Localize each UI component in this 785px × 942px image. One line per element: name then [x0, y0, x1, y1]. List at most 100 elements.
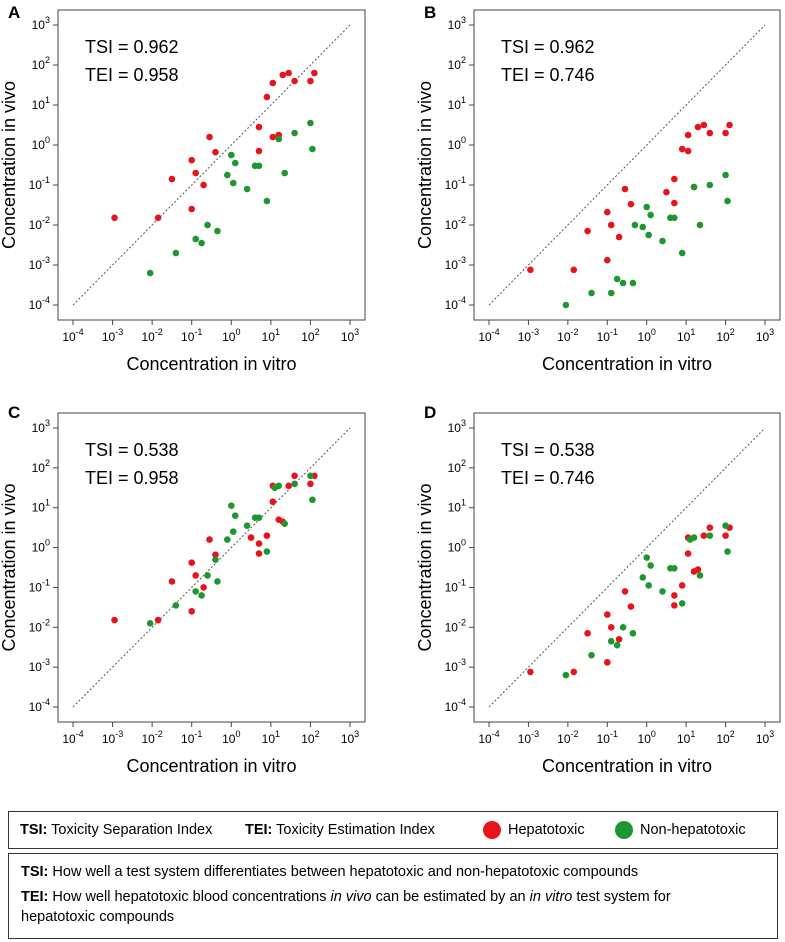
- legend-non-hepatotoxic: Non-hepatotoxic: [640, 822, 746, 838]
- hepatotoxic-point: [291, 77, 298, 85]
- x-tick-label: 101: [677, 729, 695, 746]
- hepatotoxic-point: [200, 181, 207, 189]
- non-hepatotoxic-point: [619, 623, 627, 631]
- non-hepatotoxic-point: [629, 629, 637, 637]
- x-tick-label: 10-1: [597, 327, 618, 344]
- x-tick-label: 101: [677, 327, 695, 344]
- hepatotoxic-point: [700, 532, 708, 539]
- non-hepatotoxic-point: [227, 151, 235, 159]
- hepatotoxic-point: [603, 659, 611, 666]
- non-hepatotoxic-point: [192, 235, 199, 243]
- index-annotation: TSI = 0.962: [501, 37, 595, 57]
- non-hepatotoxic-point: [696, 572, 704, 579]
- hepatotoxic-point: [603, 611, 611, 618]
- non-hepatotoxic-point: [619, 279, 627, 287]
- hepatotoxic-point: [603, 208, 611, 216]
- hepatotoxic-point: [247, 534, 255, 541]
- panel-label: B: [424, 3, 436, 22]
- non-hepatotoxic-point: [291, 129, 298, 137]
- tsi-definition: TSI: How well a test system differentiat…: [21, 864, 639, 880]
- non-hepatotoxic-point: [224, 536, 231, 543]
- y-tick-label: 10-2: [29, 617, 50, 634]
- definitions-box: TSI: How well a test system differentiat…: [8, 853, 778, 939]
- y-tick-label: 10-2: [445, 617, 466, 634]
- non-hepatotoxic-point: [214, 227, 221, 235]
- panel-label: C: [8, 403, 20, 422]
- hepatotoxic-point: [111, 214, 118, 222]
- y-tick-label: 10-1: [445, 577, 466, 594]
- non-hepatotoxic-point: [722, 522, 729, 529]
- hepatotoxic-point: [263, 93, 271, 101]
- y-tick-label: 101: [32, 498, 50, 515]
- x-tick-label: 10-1: [597, 729, 618, 746]
- non-hepatotoxic-marker: [615, 821, 633, 839]
- x-axis-label: Concentration in vitro: [542, 756, 712, 776]
- legend-tei: TEI: Toxicity Estimation Index: [245, 822, 435, 838]
- hepatotoxic-point: [255, 123, 263, 131]
- x-tick-label: 101: [262, 327, 280, 344]
- index-annotation: TEI = 0.746: [501, 65, 595, 85]
- non-hepatotoxic-point: [690, 183, 698, 191]
- hepatotoxic-point: [527, 266, 534, 274]
- hepatotoxic-point: [154, 214, 162, 222]
- non-hepatotoxic-point: [172, 602, 180, 609]
- hepatotoxic-point: [603, 256, 611, 264]
- hepatotoxic-point: [279, 71, 287, 79]
- y-tick-label: 10-4: [445, 697, 466, 714]
- non-hepatotoxic-point: [146, 620, 154, 627]
- hepatotoxic-point: [678, 582, 686, 589]
- x-axis-label: Concentration in vitro: [126, 354, 296, 374]
- non-hepatotoxic-point: [255, 514, 263, 521]
- non-hepatotoxic-point: [631, 221, 639, 229]
- legend-box: TSI: Toxicity Separation Index TEI: Toxi…: [8, 811, 778, 849]
- y-tick-label: 10-3: [445, 255, 466, 272]
- y-tick-label: 10-3: [29, 255, 50, 272]
- hepatotoxic-point: [627, 200, 635, 208]
- panel-label: A: [8, 3, 20, 22]
- y-tick-label: 102: [32, 458, 50, 475]
- x-tick-label: 10-4: [478, 327, 499, 344]
- non-hepatotoxic-point: [214, 578, 221, 585]
- x-tick-label: 100: [638, 729, 656, 746]
- non-hepatotoxic-point: [231, 512, 239, 519]
- hepatotoxic-point: [615, 233, 623, 241]
- x-tick-label: 103: [341, 729, 359, 746]
- hepatotoxic-point: [188, 156, 196, 164]
- hepatotoxic-point: [206, 133, 213, 141]
- hepatotoxic-point: [206, 536, 213, 543]
- non-hepatotoxic-point: [671, 214, 678, 222]
- plot-frame: [57, 412, 366, 723]
- non-hepatotoxic-point: [263, 548, 271, 555]
- hepatotoxic-point: [188, 608, 196, 615]
- non-hepatotoxic-point: [271, 484, 279, 492]
- hepatotoxic-point: [584, 227, 591, 235]
- hepatotoxic-point: [684, 131, 692, 139]
- non-hepatotoxic-point: [263, 197, 271, 205]
- non-hepatotoxic-point: [706, 532, 714, 539]
- x-tick-label: 100: [222, 327, 240, 344]
- y-axis-label: Concentration in vivo: [415, 81, 435, 249]
- x-axis-label: Concentration in vitro: [126, 756, 296, 776]
- plot-frame: [473, 9, 781, 321]
- hepatotoxic-point: [684, 550, 692, 557]
- non-hepatotoxic-point: [647, 211, 654, 219]
- non-hepatotoxic-point: [659, 237, 666, 245]
- plot-frame: [473, 412, 781, 723]
- hepatotoxic-point: [615, 635, 623, 643]
- x-tick-label: 103: [341, 327, 359, 344]
- hepatotoxic-point: [307, 480, 314, 488]
- hepatotoxic-point: [671, 199, 678, 207]
- hepatotoxic-point: [722, 129, 729, 137]
- hepatotoxic-point: [269, 79, 277, 87]
- x-tick-label: 100: [222, 729, 240, 746]
- non-hepatotoxic-point: [281, 169, 289, 177]
- hepatotoxic-point: [311, 69, 318, 77]
- hepatotoxic-point: [726, 121, 733, 129]
- x-tick-label: 10-4: [478, 729, 499, 746]
- y-tick-label: 102: [32, 55, 50, 72]
- hepatotoxic-point: [255, 540, 263, 547]
- non-hepatotoxic-point: [146, 269, 154, 277]
- non-hepatotoxic-point: [639, 574, 647, 581]
- non-hepatotoxic-point: [192, 588, 199, 595]
- hepatotoxic-point: [694, 566, 702, 573]
